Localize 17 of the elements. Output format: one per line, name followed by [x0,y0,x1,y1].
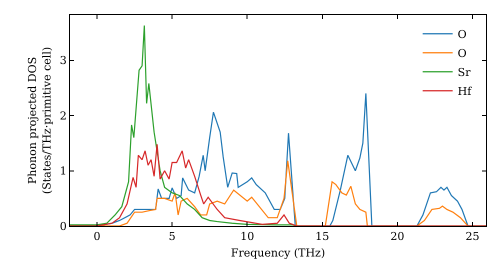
y-axis-title: Phonon projected DOS (States/THz·primitive cell) [26,46,54,194]
line-series [70,144,486,226]
legend-label: Hf [458,85,472,98]
y-tick-label: 0 [60,220,67,233]
legend-label: Sr [458,66,472,80]
y-tick-label: 2 [60,109,67,122]
legend-label: O [458,28,467,42]
x-tick-label: 0 [94,230,101,244]
x-tick-label: 25 [465,230,480,244]
x-tick-label: 20 [390,230,404,244]
x-tick-label: 15 [315,230,330,244]
y-tick-label: 3 [60,54,67,68]
x-axis-title: Frequency (THz) [230,246,326,260]
x-tick-label: 5 [168,230,176,244]
y-tick-label: 1 [60,164,67,178]
legend-label: O [458,47,467,60]
x-tick-label: 10 [240,230,254,244]
